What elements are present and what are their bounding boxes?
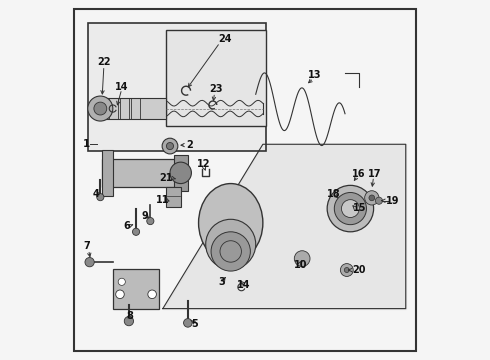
Text: 14: 14 <box>115 82 128 92</box>
Ellipse shape <box>206 219 256 269</box>
Text: 21: 21 <box>159 173 173 183</box>
Circle shape <box>211 232 250 271</box>
Text: 24: 24 <box>219 34 232 44</box>
Bar <box>131 98 140 119</box>
Text: 22: 22 <box>97 57 111 67</box>
Circle shape <box>124 316 134 326</box>
Circle shape <box>97 194 104 201</box>
Text: 12: 12 <box>197 159 211 169</box>
Text: 18: 18 <box>327 189 341 199</box>
Text: 8: 8 <box>126 311 133 321</box>
Circle shape <box>147 217 154 225</box>
Circle shape <box>85 257 94 267</box>
Text: 2: 2 <box>186 140 193 150</box>
Circle shape <box>344 267 349 273</box>
Circle shape <box>94 102 107 115</box>
Bar <box>102 158 181 187</box>
Bar <box>88 23 267 152</box>
Circle shape <box>170 162 192 184</box>
Text: 10: 10 <box>294 260 307 270</box>
Text: 16: 16 <box>352 168 366 179</box>
Bar <box>102 150 113 196</box>
Text: 20: 20 <box>352 265 366 275</box>
Text: 13: 13 <box>308 70 321 80</box>
Circle shape <box>334 193 367 225</box>
Circle shape <box>327 185 373 232</box>
Bar <box>167 187 181 207</box>
Text: 14: 14 <box>237 280 251 291</box>
Circle shape <box>167 143 173 150</box>
Circle shape <box>88 96 113 121</box>
Circle shape <box>162 138 178 154</box>
Circle shape <box>132 228 140 235</box>
Text: 7: 7 <box>84 241 91 251</box>
Circle shape <box>184 319 192 327</box>
Ellipse shape <box>198 184 263 262</box>
Text: 6: 6 <box>123 221 130 231</box>
Text: 3: 3 <box>219 277 225 287</box>
Circle shape <box>148 290 156 298</box>
Bar <box>98 98 107 119</box>
Bar <box>113 269 159 309</box>
Text: 9: 9 <box>142 211 148 221</box>
Bar <box>109 98 118 119</box>
Text: 19: 19 <box>386 196 400 206</box>
Polygon shape <box>163 144 406 309</box>
Circle shape <box>294 251 310 266</box>
Circle shape <box>116 290 124 298</box>
Text: 4: 4 <box>93 189 99 199</box>
Circle shape <box>341 264 353 276</box>
Bar <box>167 30 267 126</box>
Text: 1: 1 <box>82 139 90 149</box>
Text: 17: 17 <box>368 168 381 179</box>
Circle shape <box>369 195 375 201</box>
Circle shape <box>118 278 125 285</box>
Text: 23: 23 <box>210 84 223 94</box>
Circle shape <box>365 191 379 205</box>
Text: 5: 5 <box>192 319 198 329</box>
Bar <box>120 98 129 119</box>
Circle shape <box>342 200 359 217</box>
Text: 15: 15 <box>353 203 367 213</box>
Bar <box>98 98 167 119</box>
Text: 11: 11 <box>156 195 170 204</box>
Bar <box>173 155 188 191</box>
Circle shape <box>375 197 383 204</box>
